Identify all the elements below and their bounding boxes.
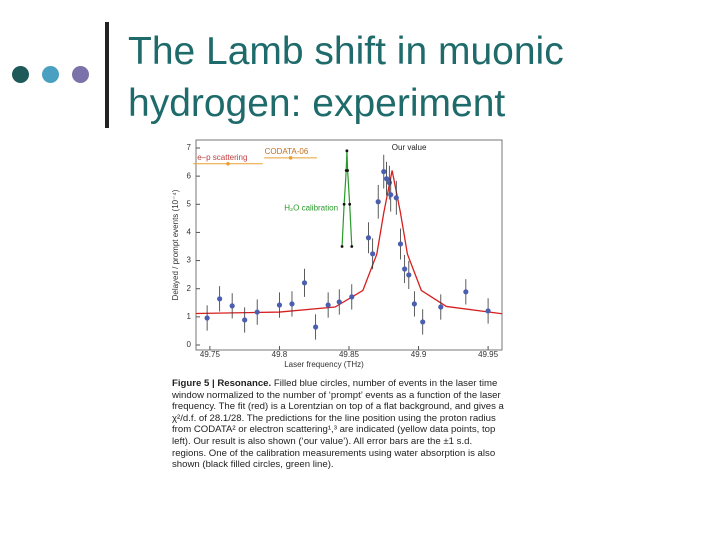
data-point (301, 280, 308, 286)
calibration-point (340, 245, 344, 248)
x-tick-label: 49.75 (200, 350, 221, 359)
calibration-point (346, 169, 350, 172)
data-point (242, 317, 248, 323)
data-point (402, 266, 408, 272)
data-point (365, 235, 372, 241)
caption-label: Figure 5 | Resonance. (172, 378, 272, 389)
y-tick-label: 5 (187, 199, 192, 208)
data-point (289, 301, 295, 307)
data-point (336, 299, 342, 305)
data-point (381, 169, 387, 175)
calibration-line (341, 150, 353, 247)
reference-label: e–p scattering (197, 153, 247, 162)
y-tick-label: 6 (187, 171, 192, 180)
calibration-point (348, 202, 352, 206)
data-point (438, 304, 444, 310)
data-point (325, 302, 331, 308)
data-point (411, 301, 417, 307)
calibration-point (345, 149, 349, 153)
data-point (397, 241, 404, 247)
chart: Laser frequency (THz) Delayed / prompt e… (171, 139, 503, 369)
data-point (349, 294, 355, 300)
x-tick-label: 49.85 (339, 350, 360, 359)
plot-frame (195, 139, 503, 351)
y-tick-label: 7 (187, 143, 192, 152)
data-point (420, 319, 426, 325)
data-point (485, 308, 491, 314)
x-axis-label: Laser frequency (THz) (284, 360, 364, 369)
decor-dot (42, 66, 59, 83)
data-point (313, 324, 319, 330)
y-tick-label: 2 (187, 284, 192, 293)
reference-point (226, 161, 230, 166)
data-point (463, 289, 469, 295)
calibration-point (342, 202, 346, 206)
x-tick-label: 49.95 (478, 350, 499, 359)
data-point (375, 199, 381, 205)
slide-title: The Lamb shift in muonic hydrogen: exper… (128, 26, 564, 130)
y-tick-label: 4 (187, 228, 192, 237)
decor-bar (105, 22, 109, 128)
decor-dot (72, 66, 89, 83)
y-tick-label: 1 (187, 312, 192, 321)
decor-dot (12, 66, 29, 83)
data-point (386, 180, 392, 186)
data-point (204, 315, 210, 321)
y-tick-label: 3 (187, 256, 192, 265)
title-line: hydrogen: experiment (128, 82, 506, 125)
data-point (217, 296, 223, 302)
y-axis-label: Delayed / prompt events (10⁻⁴) (171, 189, 180, 300)
calibration-point (350, 245, 354, 248)
reference-label: CODATA-06 (265, 147, 309, 156)
reference-point (288, 156, 293, 160)
y-tick-label: 0 (187, 340, 192, 349)
data-point (393, 195, 399, 201)
title-line: The Lamb shift in muonic (128, 30, 564, 73)
x-tick-label: 49.8 (272, 350, 288, 359)
data-point (388, 192, 394, 198)
x-tick-label: 49.9 (411, 350, 427, 359)
data-point (276, 302, 283, 308)
data-point (406, 272, 412, 278)
data-point (370, 251, 376, 257)
caption: Figure 5 | Resonance. Filled blue circle… (172, 378, 508, 471)
data-point (383, 176, 390, 182)
data-point (254, 309, 260, 315)
fit-line (195, 170, 503, 315)
calibration-label: H₂O calibration (284, 203, 338, 212)
annotation: Our value (392, 143, 427, 152)
caption-text: Filled blue circles, number of events in… (172, 378, 504, 471)
data-point (229, 303, 235, 309)
